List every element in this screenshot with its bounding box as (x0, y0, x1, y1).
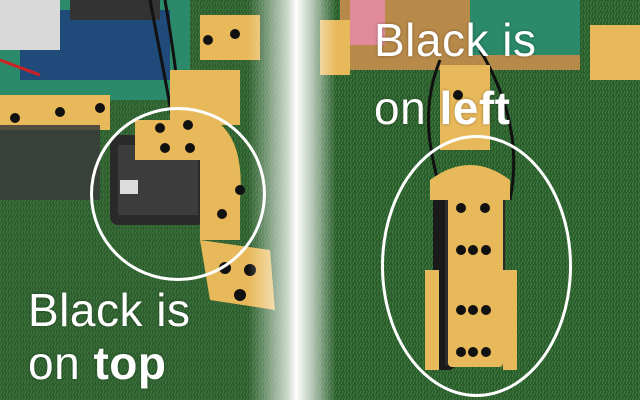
left-caption-line1: Black is (28, 284, 191, 336)
left-caption-prefix: on (28, 337, 81, 389)
highlight-circle-left (90, 107, 266, 281)
left-caption-line2: on top (28, 337, 166, 389)
right-caption-prefix: on (374, 82, 427, 134)
right-caption-line1: Black is (374, 14, 537, 66)
bracket (0, 95, 110, 130)
right-caption-line2: on left (374, 82, 510, 134)
highlight-circle-right (381, 135, 572, 397)
right-caption-keyword: left (439, 82, 511, 134)
servo (0, 125, 100, 200)
left-caption-keyword: top (93, 337, 167, 389)
